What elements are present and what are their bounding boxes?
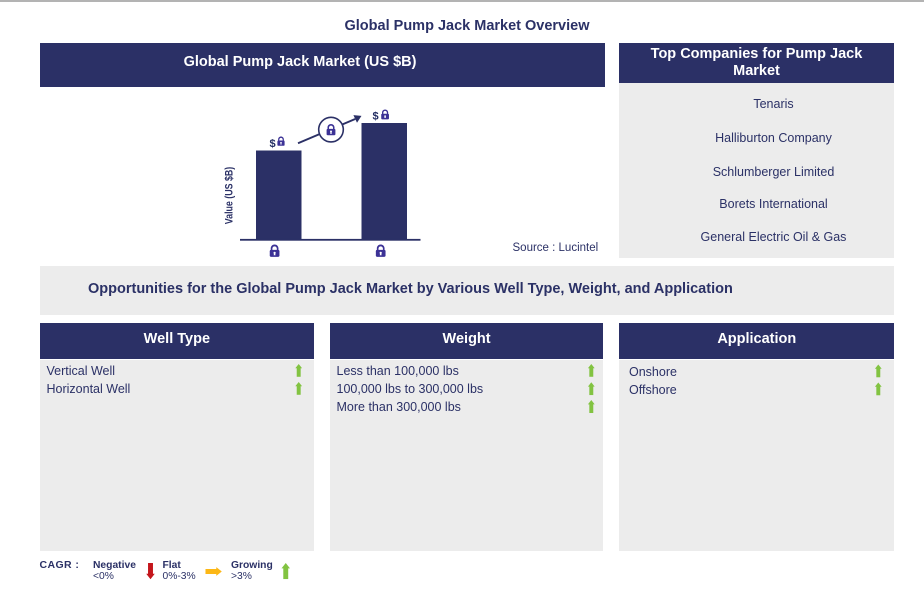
svg-text:$: $ <box>372 111 378 123</box>
svg-text:Value (US $B): Value (US $B) <box>224 166 236 224</box>
svg-text:$: $ <box>269 138 275 150</box>
